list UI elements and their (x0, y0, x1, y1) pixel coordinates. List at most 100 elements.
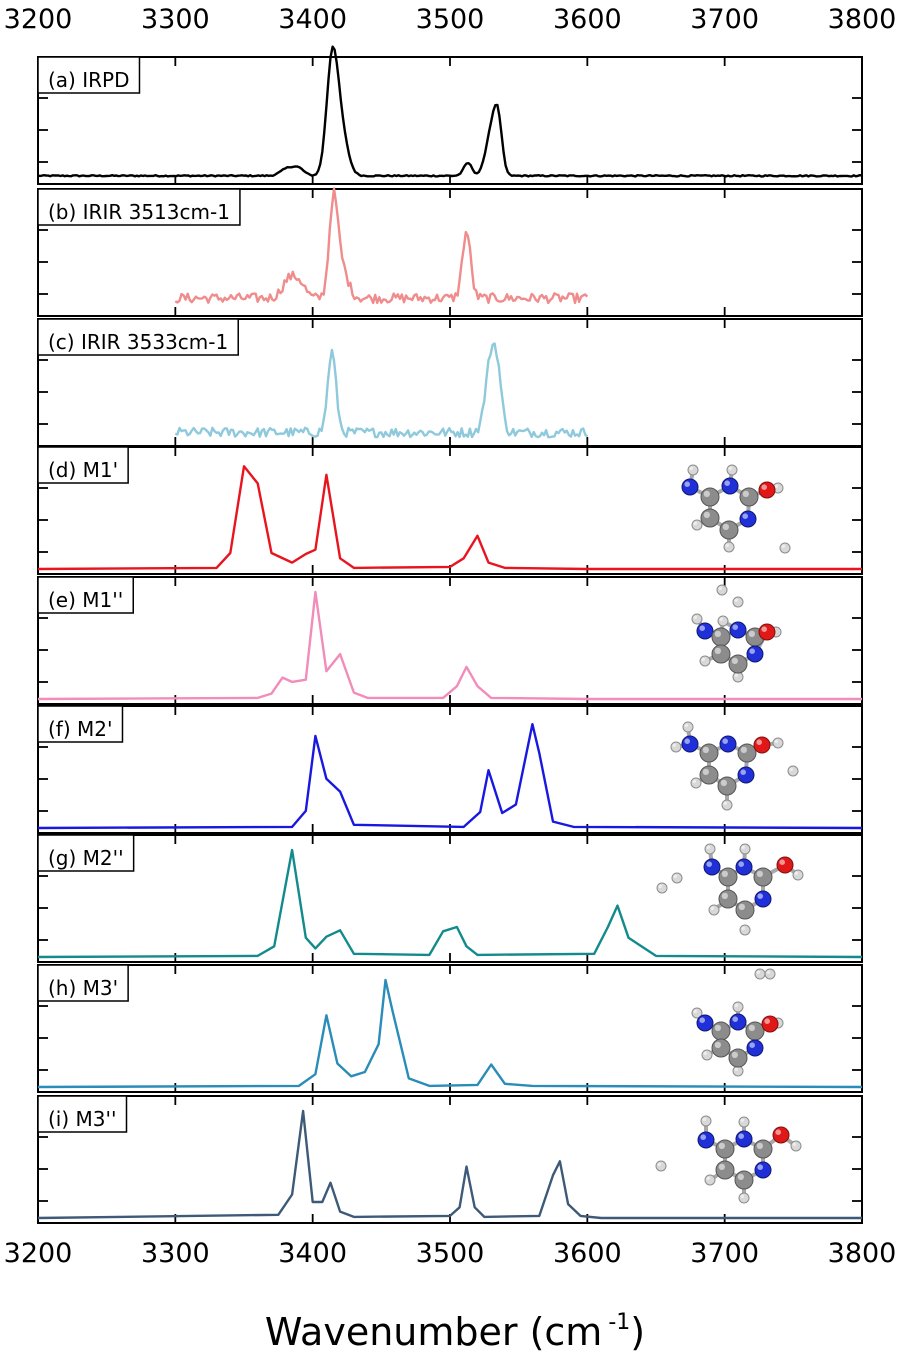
spectrum-panel: (f) M2' (37, 705, 863, 834)
molecule-atom (711, 1038, 731, 1058)
panel-frame (37, 56, 863, 185)
molecule-atom-highlight (734, 598, 738, 602)
panel-label-box (37, 705, 124, 743)
panel-frame (37, 576, 863, 705)
spectrum-panel: (b) IRIR 3513cm-1 (37, 187, 863, 317)
molecule-atom-highlight (748, 630, 755, 637)
molecule-atom-highlight (699, 1017, 705, 1023)
molecule-atom-highlight (714, 647, 721, 654)
molecule-atom (711, 644, 731, 664)
molecule-atom-highlight (761, 626, 767, 632)
molecule-atom (721, 477, 739, 495)
bottom-x-tick-label: 3700 (690, 1238, 759, 1269)
molecule-atom (779, 542, 791, 554)
molecule-atom-highlight (738, 903, 745, 910)
top-x-tick-label: 3200 (4, 4, 73, 35)
molecule-atom-highlight (724, 480, 730, 487)
molecule-atom-highlight (710, 906, 714, 910)
molecule-atom-highlight (789, 767, 793, 771)
top-x-tick-label: 3700 (690, 4, 759, 35)
spectrum-series-line (174, 187, 589, 305)
molecule-atom-highlight (728, 466, 732, 470)
panel-label: (i) M3'' (48, 1107, 117, 1131)
molecule-atom-highlight (658, 884, 662, 888)
molecule-atom (700, 508, 720, 528)
molecule-atom-highlight (740, 1194, 744, 1198)
molecule-atom-highlight (732, 624, 738, 630)
molecule-atom (753, 1139, 773, 1159)
x-axis-title-main: Wavenumber (cm (265, 1310, 602, 1354)
molecule-structure (656, 843, 804, 936)
molecule-atom (696, 1014, 714, 1032)
molecule-atom-highlight (684, 738, 690, 744)
panel-label: (h) M3' (48, 976, 118, 1000)
molecule-atom (745, 1021, 765, 1041)
spectrum-panel: (i) M3'' (37, 1095, 863, 1224)
molecule-atom-highlight (699, 625, 705, 631)
molecule-atom-highlight (714, 1041, 721, 1048)
molecule-atom (719, 520, 739, 540)
molecule-atom-highlight (703, 1051, 707, 1055)
molecule-atom (670, 741, 682, 753)
molecule-atom (721, 799, 733, 811)
panel-label-box (37, 56, 141, 94)
molecule-atom (717, 776, 737, 796)
spectrum-panel: (h) M3' (37, 964, 863, 1093)
molecule-atom (732, 596, 744, 608)
molecule-atom-highlight (702, 746, 709, 753)
molecule-structure (670, 721, 799, 811)
bottom-x-tick-label: 3400 (278, 1238, 347, 1269)
molecule-atom (700, 487, 720, 507)
bottom-x-tick-label: 3300 (141, 1238, 210, 1269)
molecule-atom (754, 1161, 772, 1179)
molecule-atom (761, 1015, 779, 1033)
spectrum-series-line (37, 978, 863, 1089)
molecule-atom (715, 1139, 735, 1159)
panel-label: (e) M1'' (48, 588, 123, 612)
molecule-atom-highlight (775, 1129, 781, 1135)
molecule-atom (687, 464, 699, 476)
molecule-atom-highlight (764, 1018, 770, 1024)
molecule-atom (671, 872, 683, 884)
molecule-atom (739, 843, 751, 855)
molecule-atom-highlight (741, 926, 745, 930)
molecule-atom-highlight (742, 513, 748, 519)
molecule-atom-highlight (718, 1163, 725, 1170)
molecule-atom (728, 654, 748, 674)
molecule-atom (737, 743, 757, 763)
molecule-atom-highlight (756, 739, 762, 745)
molecule-atom-highlight (706, 845, 710, 849)
molecule-atom-highlight (748, 1024, 755, 1031)
spectrum-panel: (c) IRIR 3533cm-1 (37, 318, 863, 447)
bottom-x-tick-label: 3500 (416, 1238, 485, 1269)
molecule-atom-highlight (693, 521, 697, 525)
molecule-atom-highlight (774, 484, 778, 488)
molecule-atom (703, 858, 721, 876)
panel-label-box (37, 964, 129, 1002)
spectrum-panel: (a) IRPD (37, 45, 863, 185)
molecule-atom (699, 743, 719, 763)
molecule-atom-highlight (734, 1067, 738, 1071)
molecule-atom-highlight (700, 1134, 706, 1140)
molecule-atom (754, 968, 766, 980)
molecule-atom (681, 478, 699, 496)
top-x-tick-label: 3400 (278, 4, 347, 35)
panel-frame (37, 446, 863, 575)
molecule-atom (738, 1116, 750, 1128)
panel-label: (f) M2' (48, 717, 112, 741)
panel-label: (d) M1' (48, 458, 118, 482)
molecule-atom-highlight (718, 1142, 725, 1149)
molecule-atom-highlight (693, 1009, 697, 1013)
top-x-tick-label: 3500 (416, 4, 485, 35)
molecule-atom-highlight (718, 586, 722, 590)
molecule-atom (719, 735, 737, 753)
bottom-x-tick-label: 3200 (4, 1238, 73, 1269)
molecule-atom-highlight (684, 723, 688, 727)
molecule-atom-highlight (749, 1042, 755, 1048)
molecule-atom (704, 843, 716, 855)
panel-label: (g) M2'' (48, 846, 124, 870)
spectrum-panel: (e) M1'' (37, 576, 863, 705)
molecule-structure (681, 464, 791, 554)
molecule-structure (691, 968, 784, 1077)
